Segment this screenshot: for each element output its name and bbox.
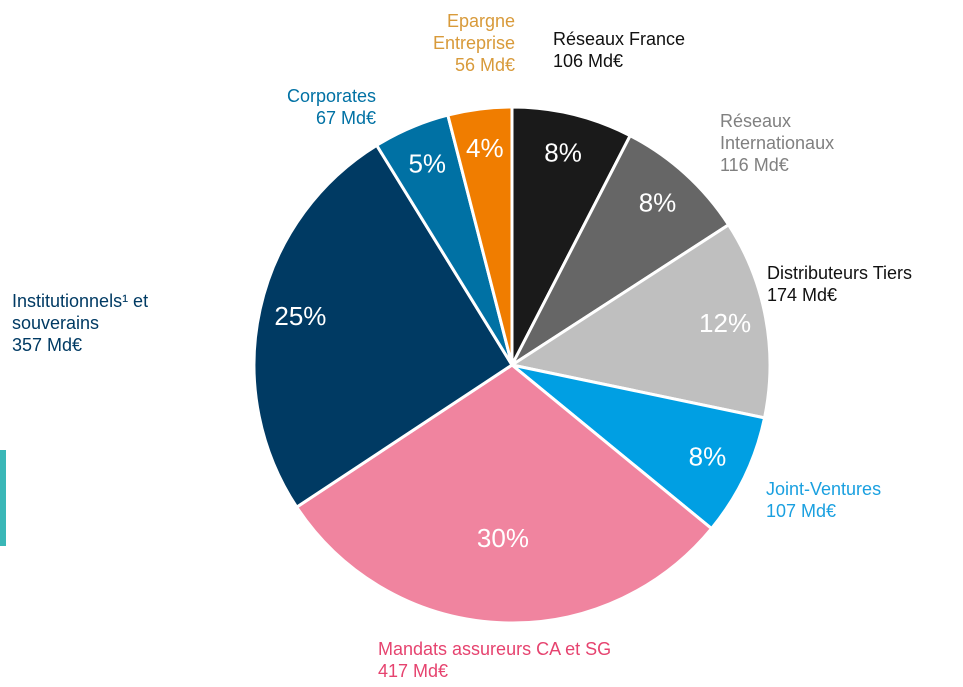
slice-label: Mandats assureurs CA et SG 417 Md€ [378, 638, 778, 682]
pie-slice [508, 133, 731, 370]
percent-label: 8% [639, 187, 677, 217]
amount-label: 107 Md€ [766, 501, 837, 521]
category-name: Institutionnels¹ et souverains [12, 291, 149, 333]
percent-label: 4% [466, 133, 504, 163]
slice-label: Corporates 67 Md€ [226, 85, 376, 129]
slice-label: Joint-Ventures 107 Md€ [766, 478, 956, 522]
percent-label: 12% [699, 308, 751, 338]
pie-slice [508, 222, 772, 420]
category-name: Distributeurs Tiers [767, 263, 913, 283]
pie-slice [294, 363, 714, 625]
category-name: Joint-Ventures [766, 479, 882, 499]
amount-label: 67 Md€ [315, 108, 376, 128]
pie-slice [252, 143, 515, 510]
amount-label: 357 Md€ [12, 335, 83, 355]
amount-label: 116 Md€ [720, 155, 789, 175]
percent-label: 30% [477, 523, 529, 553]
amount-label: 106 Md€ [553, 51, 624, 71]
category-name: Mandats assureurs CA et SG [378, 639, 612, 659]
category-name: Réseaux Internationaux [720, 111, 835, 153]
slice-label: Epargne Entreprise 56 Md€ [395, 10, 515, 76]
pie-slice [511, 363, 767, 531]
pie-slice [510, 105, 633, 366]
slice-label: Réseaux Internationaux 116 Md€ [720, 110, 890, 176]
slice-label: Réseaux France 106 Md€ [553, 28, 773, 72]
category-name: Corporates [286, 86, 376, 106]
percent-label: 8% [544, 137, 582, 167]
amount-label: 417 Md€ [378, 661, 449, 681]
percent-label: 5% [408, 148, 446, 178]
amount-label: 174 Md€ [767, 285, 838, 305]
pie-slice [446, 105, 514, 366]
percent-label: 25% [274, 301, 326, 331]
category-name: Epargne Entreprise [432, 11, 515, 53]
category-name: Réseaux France [553, 29, 686, 49]
percent-label: 8% [689, 441, 727, 471]
amount-label: 56 Md€ [454, 55, 515, 75]
side-bar [0, 450, 6, 546]
slice-label: Distributeurs Tiers 174 Md€ [767, 262, 963, 306]
slice-label: Institutionnels¹ et souverains 357 Md€ [12, 290, 162, 356]
